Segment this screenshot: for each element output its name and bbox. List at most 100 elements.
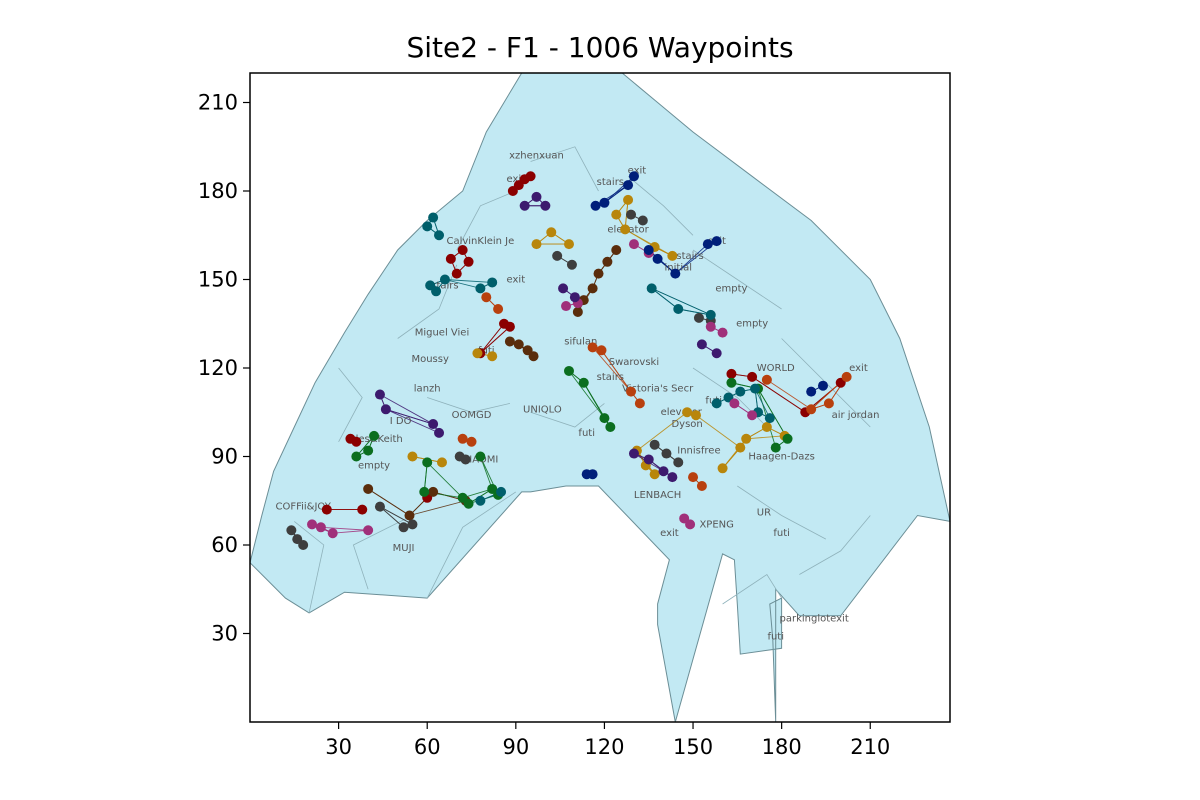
y-tick-label: 150 (198, 268, 238, 292)
waypoint-edge (592, 347, 632, 392)
shop-label: Haagen-Dazs (748, 451, 815, 462)
x-tick-label: 30 (325, 735, 352, 759)
shop-label: futi (767, 631, 784, 642)
shop-label: LENBACH (634, 490, 681, 501)
waypoint-marker (493, 304, 504, 314)
interior-wall (456, 190, 516, 251)
shop-label: sifulan (564, 336, 597, 347)
waypoint-marker (307, 519, 318, 530)
waypoint-marker (690, 410, 701, 421)
waypoint-marker (620, 224, 631, 235)
waypoint-marker (711, 348, 722, 359)
shop-label: exit (849, 363, 868, 374)
shop-label: stairs (597, 177, 624, 188)
waypoint-edge (480, 326, 511, 354)
waypoint-marker (431, 286, 442, 297)
axes-frame (249, 72, 951, 723)
waypoint-marker (398, 522, 409, 533)
waypoint-marker (434, 230, 445, 241)
waypoint-edge (675, 243, 709, 274)
interior-wall (627, 175, 694, 236)
shop-label: futi (578, 428, 595, 439)
waypoint-edge (601, 350, 632, 392)
waypoint-edge (479, 456, 493, 490)
waypoint-marker (628, 239, 639, 250)
x-tick-label: 60 (414, 735, 441, 759)
waypoint-marker (436, 457, 447, 468)
waypoint-marker (504, 336, 515, 347)
waypoint-marker (475, 451, 486, 462)
interior-wall (352, 515, 413, 590)
waypoint-marker (628, 448, 639, 459)
waypoint-marker (531, 239, 542, 250)
waypoint-marker (696, 339, 707, 350)
waypoint-edge (320, 526, 369, 531)
waypoint-marker (380, 404, 391, 415)
waypoint-marker (351, 436, 362, 447)
waypoint-marker (626, 386, 637, 397)
waypoint-marker (670, 268, 681, 279)
shop-label: exit (660, 528, 679, 539)
shop-label: UNIQLO (523, 404, 562, 415)
waypoint-marker (463, 498, 474, 509)
waypoint-marker (552, 250, 563, 261)
shop-label: empty (715, 283, 747, 294)
waypoint-marker (667, 250, 678, 261)
shop-label: Victoria's Secr (622, 384, 694, 395)
waypoint-marker (747, 371, 758, 382)
shop-label: parkinglotexit (780, 614, 849, 625)
waypoint-marker (823, 398, 834, 409)
y-tick-label: 60 (211, 533, 238, 557)
waypoint-marker (587, 283, 598, 294)
waypoint-marker (363, 445, 374, 456)
y-tick-label: 210 (198, 91, 238, 115)
waypoint-marker (590, 200, 601, 211)
waypoint-marker (546, 227, 557, 238)
waypoint-marker (561, 301, 572, 312)
shop-label: COFFii&JOY (275, 502, 331, 513)
waypoint-marker (688, 472, 699, 483)
interior-wall (338, 367, 363, 442)
waypoint-marker (407, 451, 418, 462)
waypoint-marker (643, 245, 654, 255)
waypoint-marker (531, 191, 542, 202)
waypoint-marker (528, 351, 539, 362)
waypoint-marker (404, 510, 415, 521)
shop-label: Swarovski (609, 357, 659, 368)
waypoint-marker (667, 472, 678, 483)
waypoint-marker (705, 309, 716, 320)
waypoint-marker (569, 292, 580, 303)
waypoint-edge (678, 308, 711, 316)
waypoint-edge (426, 462, 463, 499)
waypoint-edge (695, 414, 741, 449)
waypoint-marker (513, 339, 524, 350)
interior-wall (530, 146, 599, 192)
shop-label: Miguel Viei (415, 328, 470, 339)
waypoint-marker (475, 283, 486, 294)
waypoint-marker (487, 277, 498, 288)
y-tick-label: 180 (198, 179, 238, 203)
floor-layer (249, 72, 951, 723)
waypoint-marker (572, 306, 583, 317)
waypoint-marker (315, 522, 326, 533)
interior-wall (692, 249, 782, 310)
waypoint-marker (702, 239, 713, 250)
shop-label: WORLD (757, 363, 795, 374)
waypoint-marker (735, 386, 746, 397)
waypoint-marker (747, 410, 758, 421)
waypoint-marker (623, 180, 634, 191)
shop-label: empty (736, 319, 768, 330)
shop-label: exit (628, 165, 647, 176)
interior-wall (426, 491, 517, 599)
waypoint-edge (651, 287, 711, 316)
waypoint-marker (407, 519, 418, 530)
waypoint-edge (568, 370, 605, 419)
waypoint-marker (563, 365, 574, 376)
waypoint-marker (587, 469, 598, 480)
waypoint-marker (673, 457, 684, 468)
shop-label: stairs (676, 251, 703, 262)
waypoint-edge (379, 506, 404, 528)
shop-label: UR (757, 508, 771, 519)
waypoint-edge (385, 408, 434, 425)
x-tick-label: 90 (502, 735, 529, 759)
